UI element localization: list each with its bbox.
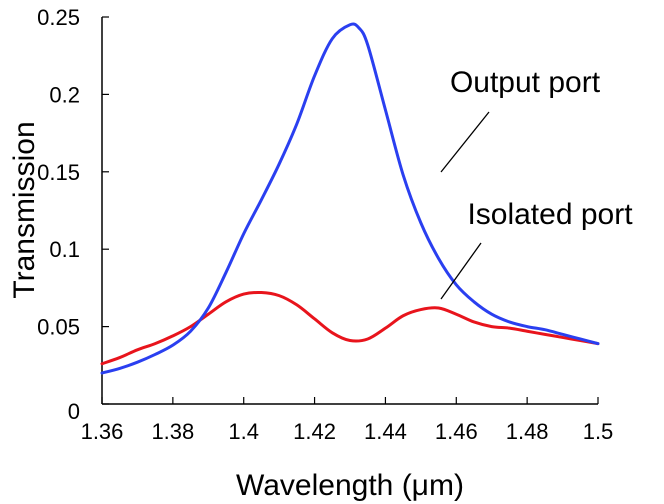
y-tick-label: 0.2 xyxy=(49,82,80,107)
y-tick-label: 0.25 xyxy=(37,5,80,30)
y-tick-label: 0.1 xyxy=(49,237,80,262)
series-layer xyxy=(100,22,600,375)
isolated-port-series-line xyxy=(100,290,600,366)
x-tick-label: 1.44 xyxy=(364,419,407,444)
isolated-port-leader-line xyxy=(440,242,482,300)
y-tick-label: 0 xyxy=(68,399,80,424)
x-axis-ticks: 1.36 1.38 1.4 1.42 1.44 1.46 1.48 1.5 xyxy=(81,397,614,444)
x-tick-label: 1.38 xyxy=(151,419,194,444)
isolated-port-label: Isolated port xyxy=(467,198,633,231)
output-port-series-line xyxy=(100,22,600,375)
x-tick-label: 1.36 xyxy=(81,419,124,444)
y-axis-ticks: 0 0.05 0.1 0.15 0.2 0.25 xyxy=(37,5,109,424)
y-axis-title: Transmission xyxy=(8,121,41,298)
x-axis-title: Wavelength (μm) xyxy=(236,469,464,502)
output-port-label: Output port xyxy=(450,66,601,99)
output-port-leader-line xyxy=(440,111,490,173)
plot-area: 1.36 1.38 1.4 1.42 1.44 1.46 1.48 1.5 00.050.10… xyxy=(37,5,613,444)
y-tick-label: 0.15 xyxy=(37,160,80,185)
x-tick-label: 1.4 xyxy=(228,419,259,444)
y-tick-label: 0.05 xyxy=(37,315,80,340)
x-tick-label: 1.46 xyxy=(435,419,478,444)
x-tick-label: 1.42 xyxy=(293,419,336,444)
x-tick-label: 1.5 xyxy=(583,419,614,444)
x-tick-label: 1.48 xyxy=(506,419,549,444)
annotation-output-port: Output port xyxy=(440,66,601,173)
annotation-isolated-port: Isolated port xyxy=(440,198,633,300)
